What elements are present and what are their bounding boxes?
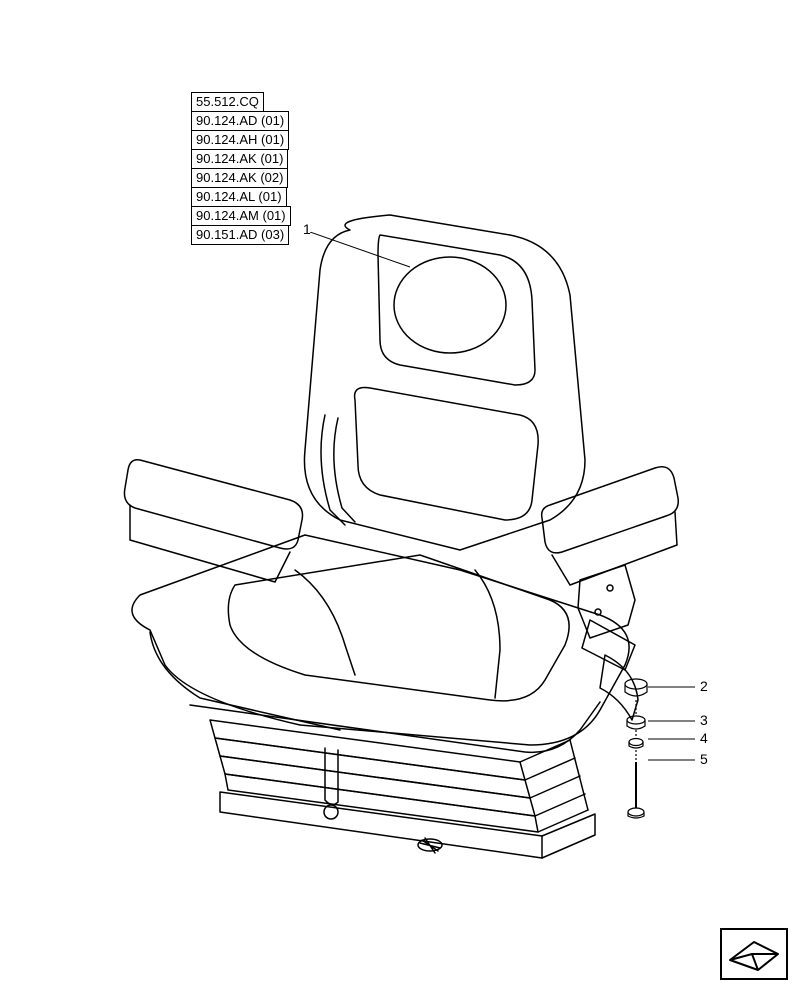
callout-4: 4 [700, 730, 708, 746]
seat-illustration [80, 200, 700, 880]
envelope-icon [720, 928, 788, 980]
ref-box-0: 55.512.CQ [191, 92, 264, 112]
ref-box-2: 90.124.AH (01) [191, 130, 289, 150]
callout-2: 2 [700, 678, 708, 694]
ref-box-3: 90.124.AK (01) [191, 149, 288, 169]
callout-5: 5 [700, 751, 708, 767]
callout-3: 3 [700, 712, 708, 728]
ref-box-4: 90.124.AK (02) [191, 168, 288, 188]
ref-box-1: 90.124.AD (01) [191, 111, 289, 131]
